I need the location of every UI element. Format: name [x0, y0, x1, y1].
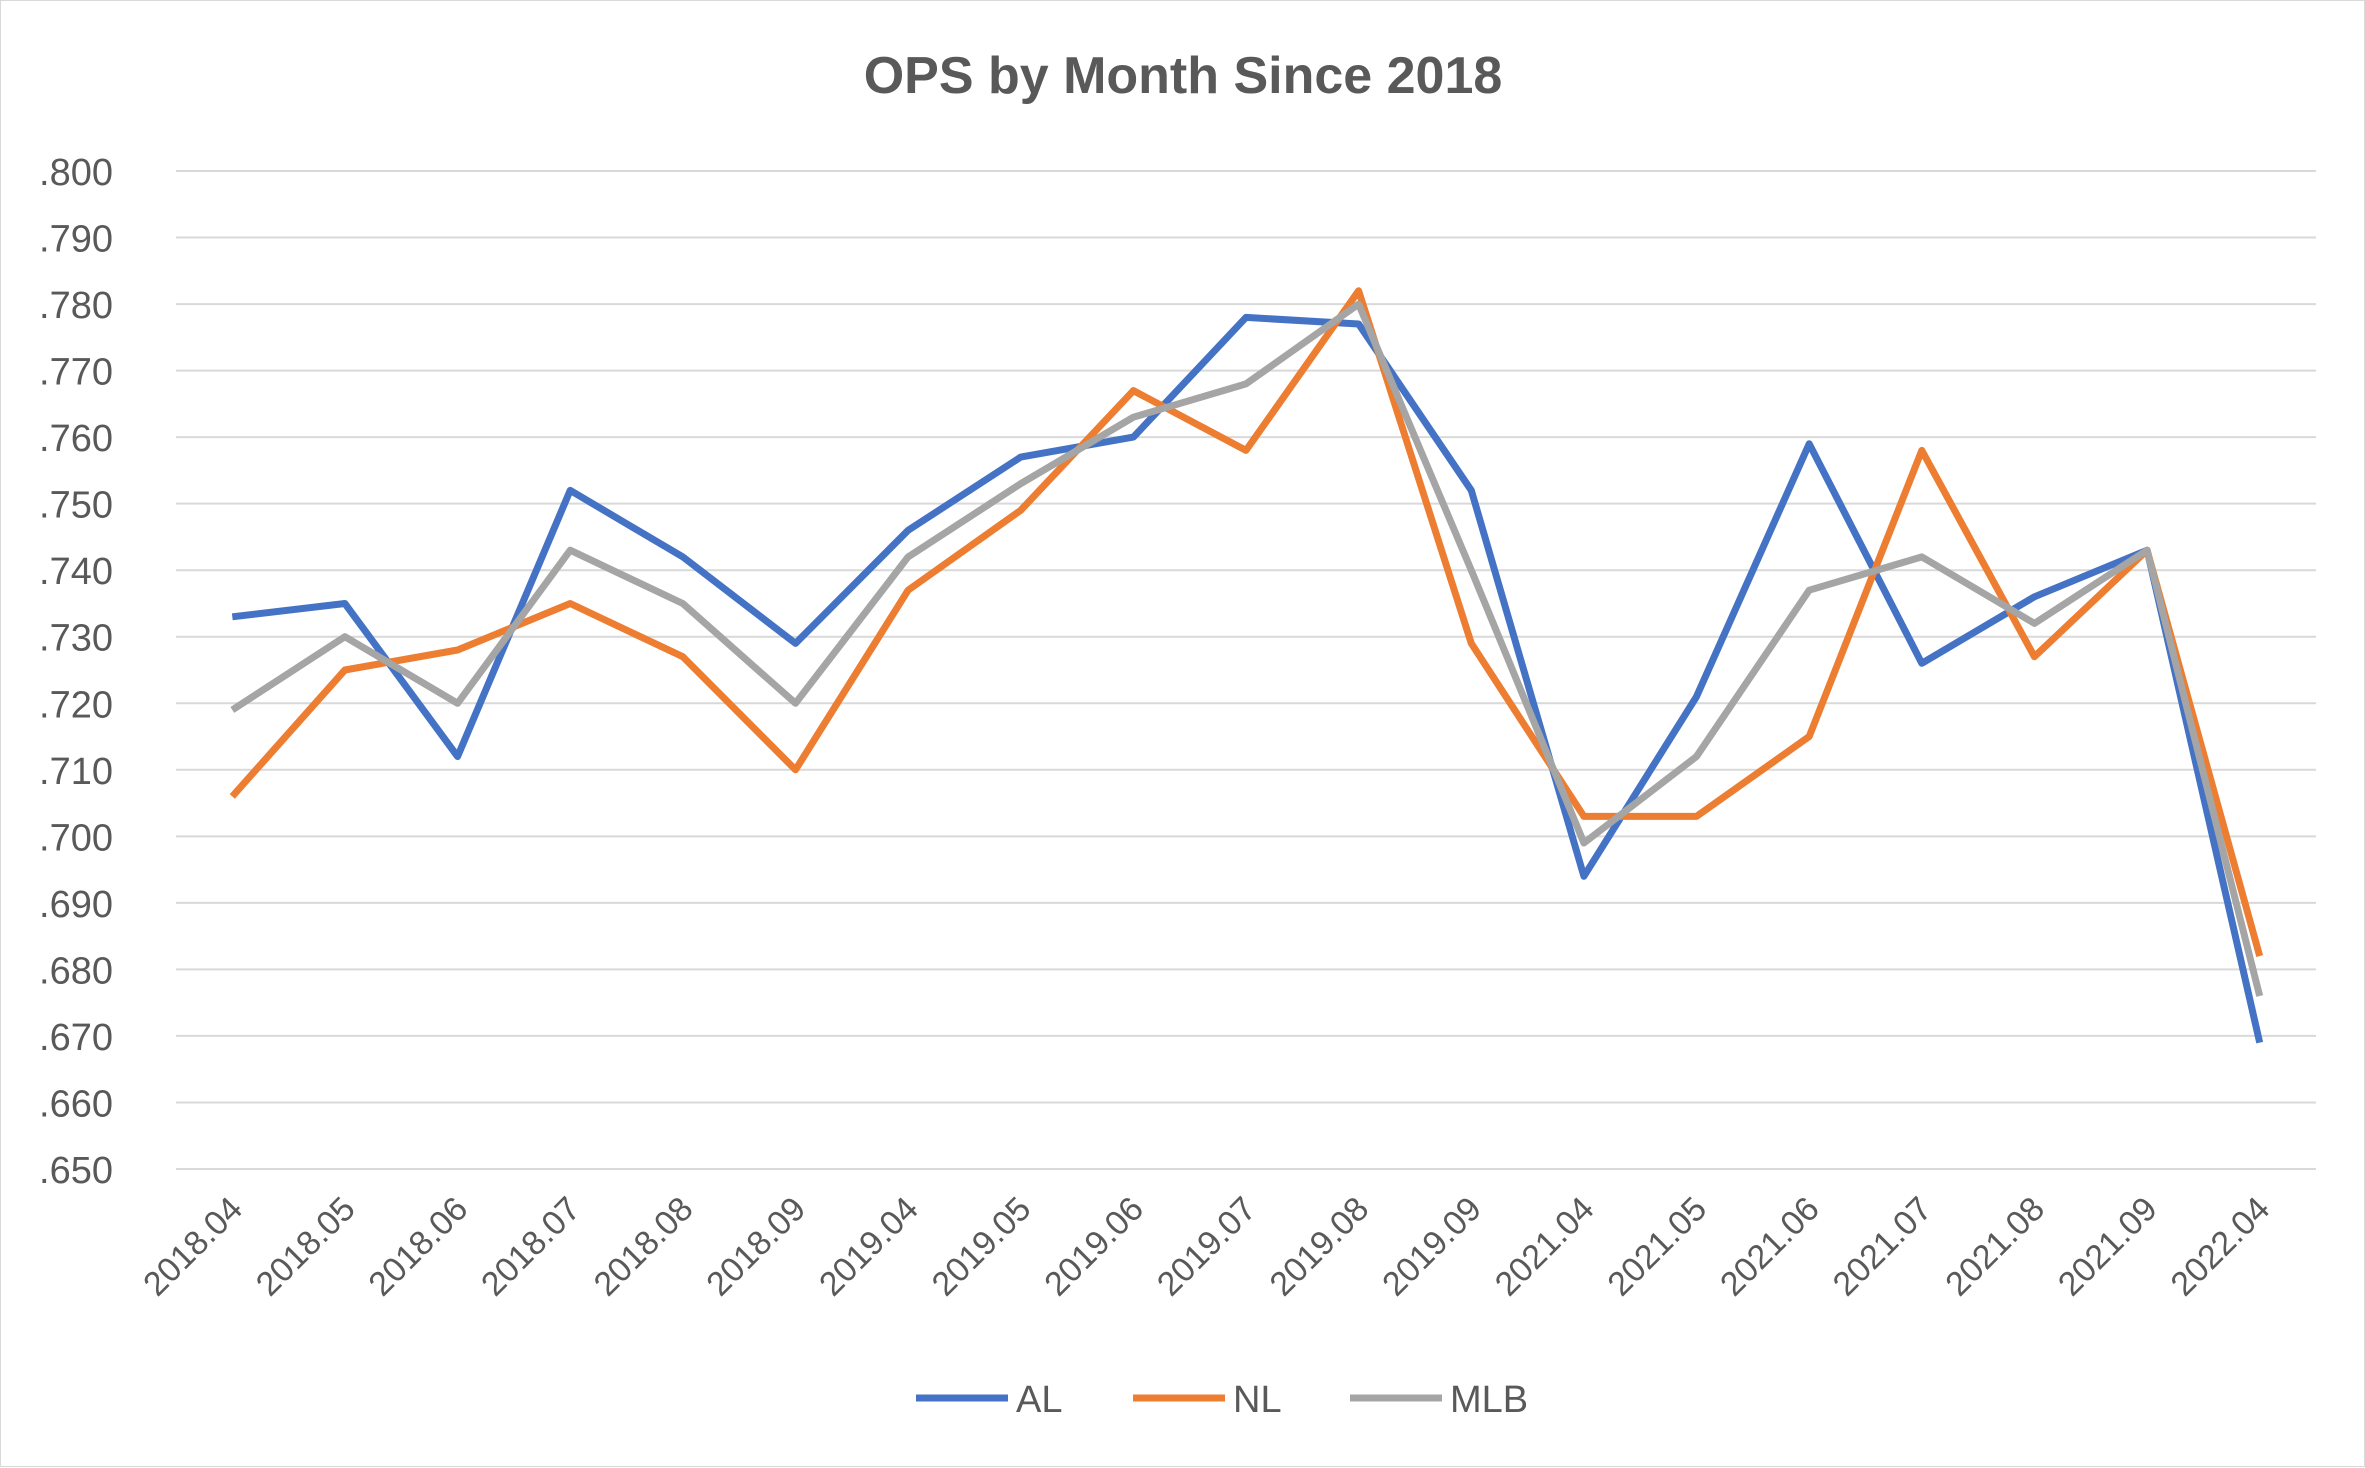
y-tick-label: .780	[39, 285, 113, 327]
x-tick-label: 2021.07	[1826, 1190, 1940, 1304]
y-tick-label: .650	[39, 1150, 113, 1192]
x-tick-label: 2019.05	[925, 1190, 1039, 1304]
x-tick-label: 2021.08	[1938, 1190, 2052, 1304]
y-tick-label: .660	[39, 1083, 113, 1125]
y-tick-label: .700	[39, 817, 113, 859]
x-tick-label: 2018.04	[136, 1190, 250, 1304]
y-tick-label: .800	[39, 152, 113, 194]
legend-label-nl: NL	[1233, 1379, 1282, 1421]
x-tick-label: 2018.07	[474, 1190, 588, 1304]
series-line-nl	[229, 287, 2264, 958]
legend-label-al: AL	[1016, 1379, 1062, 1421]
y-tick-label: .730	[39, 618, 113, 660]
y-tick-label: .670	[39, 1017, 113, 1059]
y-tick-label: .710	[39, 751, 113, 793]
y-tick-label: .740	[39, 551, 113, 593]
x-tick-label: 2021.06	[1713, 1190, 1827, 1304]
x-tick-label: 2018.05	[249, 1190, 363, 1304]
y-tick-label: .720	[39, 684, 113, 726]
series-line-al	[231, 313, 2264, 1044]
x-tick-label: 2019.06	[1037, 1190, 1151, 1304]
x-tick-label: 2019.07	[1150, 1190, 1264, 1304]
x-tick-label: 2018.06	[361, 1190, 475, 1304]
x-tick-label: 2021.09	[2051, 1190, 2165, 1304]
x-tick-label: 2021.04	[1488, 1190, 1602, 1304]
legend-label-mlb: MLB	[1450, 1379, 1528, 1421]
chart-title: OPS by Month Since 2018	[864, 47, 1503, 105]
x-tick-label: 2018.09	[699, 1190, 813, 1304]
gridlines	[176, 170, 2316, 1170]
x-tick-label: 2022.04	[2164, 1190, 2278, 1304]
y-tick-label: .680	[39, 950, 113, 992]
y-axis-labels: .800 .790 .780 .770 .760 .750 .740 .730 .720 .710…	[39, 152, 113, 1192]
y-tick-label: .690	[39, 884, 113, 926]
x-tick-label: 2019.08	[1263, 1190, 1377, 1304]
y-tick-label: .760	[39, 418, 113, 460]
series-lines	[229, 287, 2264, 1044]
legend: AL NL MLB	[916, 1379, 1528, 1421]
series-line-mlb	[230, 300, 2264, 997]
x-axis-labels: 2018.042018.052018.062018.072018.082018.…	[136, 1190, 2277, 1304]
x-tick-label: 2019.09	[1375, 1190, 1489, 1304]
y-tick-label: .790	[39, 219, 113, 261]
y-tick-label: .750	[39, 485, 113, 527]
x-tick-label: 2019.04	[812, 1190, 926, 1304]
x-tick-label: 2018.08	[587, 1190, 701, 1304]
x-tick-label: 2021.05	[1600, 1190, 1714, 1304]
y-tick-label: .770	[39, 352, 113, 394]
